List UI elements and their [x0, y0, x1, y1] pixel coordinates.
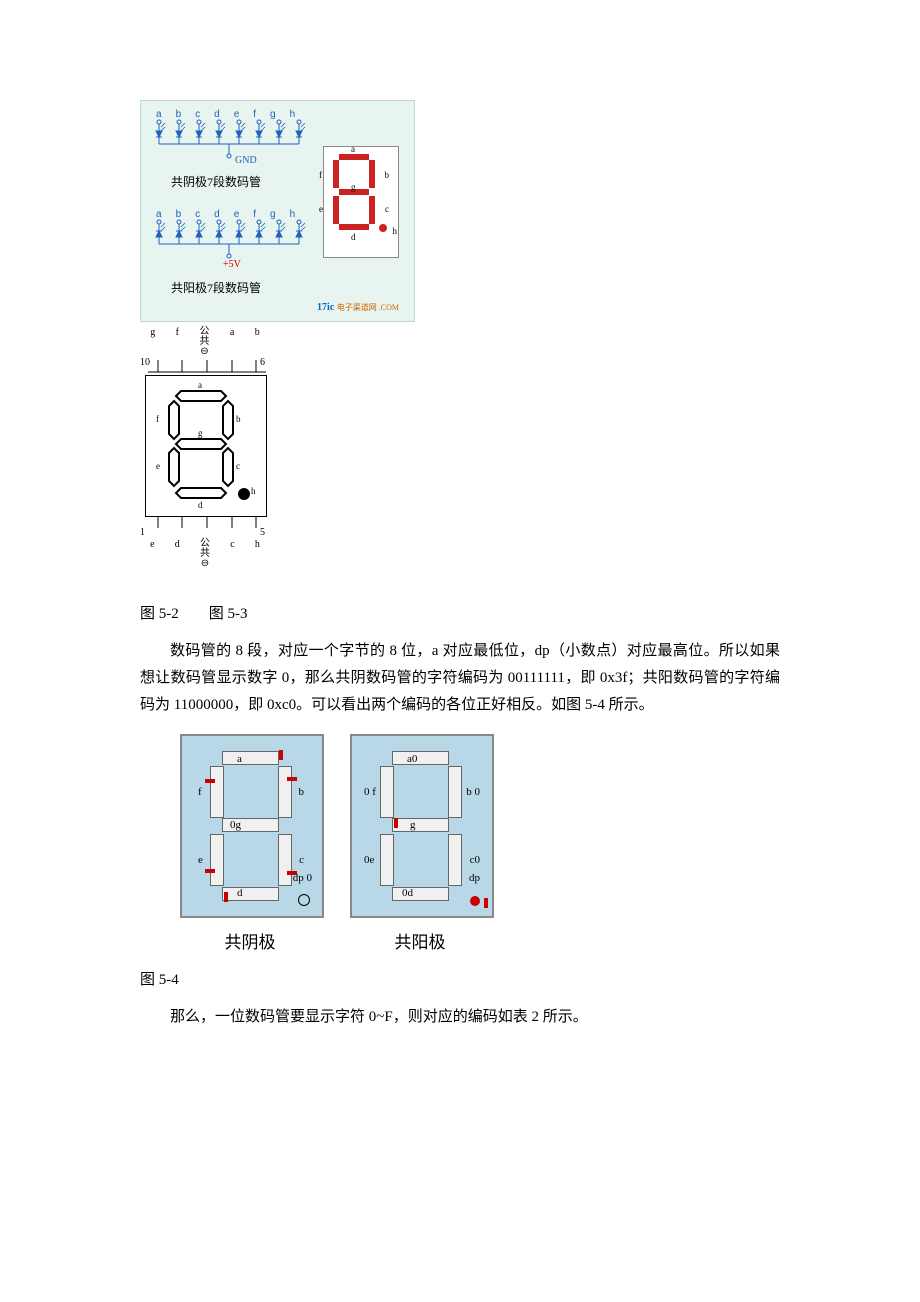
figure-led-circuit: a b c d e f g h GND 共阴	[140, 100, 415, 322]
cathode-encoding-diagram: a b c d e f 0g dp 0	[180, 734, 324, 918]
anode-encoding-label: 共阳极	[350, 928, 490, 953]
seg-c-label: c	[385, 204, 389, 214]
seven-segment-display-icon: a b c d e f g h	[323, 146, 399, 258]
pin-seg-h: h	[251, 486, 256, 496]
pin-f: f	[176, 327, 179, 357]
pin-d: d	[175, 539, 180, 569]
seg-a-label: a	[351, 144, 355, 154]
seg-h-label: h	[393, 226, 398, 236]
enc-dp-label: dp 0	[293, 872, 312, 884]
anode-caption: 共阳极7段数码管	[171, 279, 261, 296]
seg-f-label: f	[319, 170, 322, 180]
enc-c-label2: c0	[470, 854, 480, 866]
enc-a-label: a	[237, 753, 242, 765]
enc-e-label: e	[198, 854, 203, 866]
fig52-label: 图 5-2	[140, 606, 179, 622]
cathode-encoding-label: 共阴极	[180, 928, 320, 953]
pin-1: 1	[140, 527, 145, 538]
logo-sub: 电子渠道网 .COM	[337, 303, 399, 312]
enc-f-label2: 0 f	[364, 786, 376, 798]
seg-d-label: d	[351, 232, 356, 242]
enc-b-label2: b 0	[466, 786, 480, 798]
enc-f-label: f	[198, 786, 202, 798]
gnd-label: GND	[235, 155, 257, 166]
cathode-caption: 共阴极7段数码管	[171, 173, 261, 190]
pin-seg-f: f	[156, 414, 159, 424]
pin-seg-c: c	[236, 461, 240, 471]
pin-seg-a: a	[198, 380, 202, 390]
pin-com2: 公共⊖	[200, 539, 210, 569]
caption-fig52-53: 图 5-2 图 5-3	[140, 602, 780, 623]
segment-outline-icon	[146, 376, 266, 516]
pin-5: 5	[260, 527, 265, 538]
pin-seg-b: b	[236, 414, 241, 424]
vcc-label: +5V	[223, 259, 241, 270]
enc-e-label2: 0e	[364, 854, 374, 866]
seg-b-label: b	[385, 170, 390, 180]
cathode-diodes-icon	[153, 119, 313, 159]
anode-diodes-icon	[153, 219, 313, 259]
enc-d-label: d	[237, 887, 243, 899]
enc-a-label2: a0	[407, 753, 417, 765]
paragraph-2: 那么，一位数码管要显示字符 0~F，则对应的编码如表 2 所示。	[140, 1004, 780, 1031]
pin-a: a	[230, 327, 234, 357]
pin-e: e	[150, 539, 154, 569]
seg-g-label: g	[351, 182, 356, 192]
pin-c: c	[230, 539, 234, 569]
pin-seg-g: g	[198, 428, 203, 438]
figure-encoding: a b c d e f 0g dp 0 共阴极 a0 b 0 c0 0d 0e …	[180, 734, 780, 953]
pin-g: g	[150, 327, 155, 357]
enc-d-label2: 0d	[402, 887, 413, 899]
pin-seg-e: e	[156, 461, 160, 471]
pin-seg-d: d	[198, 500, 203, 510]
seg-e-label: e	[319, 204, 323, 214]
anode-encoding-diagram: a0 b 0 c0 0d 0e 0 f g dp	[350, 734, 494, 918]
pin-com1: 公共⊖	[199, 327, 209, 357]
paragraph-1: 数码管的 8 段，对应一个字节的 8 位，a 对应最低位，dp（小数点）对应最高…	[140, 638, 780, 719]
fig53-label: 图 5-3	[209, 606, 248, 622]
pin-h: h	[255, 539, 260, 569]
enc-dp-label2: dp	[469, 872, 480, 884]
logo-text: 17ic	[317, 302, 334, 313]
enc-g-label2: g	[410, 819, 416, 831]
caption-fig54: 图 5-4	[140, 968, 780, 989]
pin-b: b	[255, 327, 260, 357]
enc-b-label: b	[299, 786, 305, 798]
figure-pin-diagram: g f 公共⊖ a b 10 6	[140, 327, 275, 587]
enc-g-label: 0g	[230, 819, 241, 831]
enc-c-label: c	[299, 854, 304, 866]
